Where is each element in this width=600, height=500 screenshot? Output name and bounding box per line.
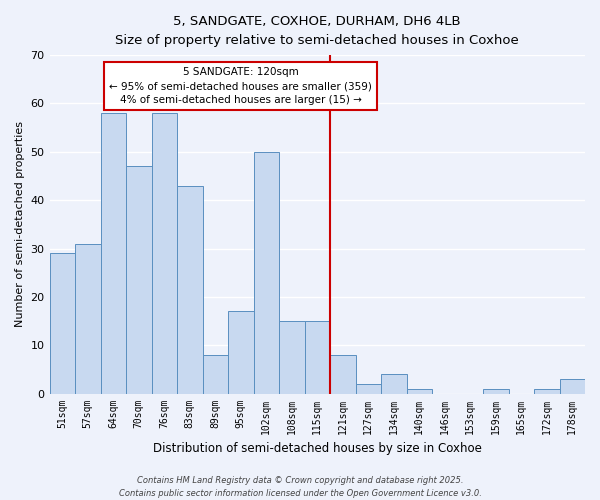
Bar	[75, 244, 101, 394]
Bar	[356, 384, 381, 394]
Bar	[279, 321, 305, 394]
Bar	[50, 254, 75, 394]
Bar	[305, 321, 330, 394]
Bar	[483, 388, 509, 394]
X-axis label: Distribution of semi-detached houses by size in Coxhoe: Distribution of semi-detached houses by …	[153, 442, 482, 455]
Bar	[101, 113, 126, 394]
Title: 5, SANDGATE, COXHOE, DURHAM, DH6 4LB
Size of property relative to semi-detached : 5, SANDGATE, COXHOE, DURHAM, DH6 4LB Siz…	[115, 15, 519, 47]
Bar	[228, 312, 254, 394]
Bar	[203, 355, 228, 394]
Bar	[254, 152, 279, 394]
Bar	[126, 166, 152, 394]
Bar	[534, 388, 560, 394]
Bar	[560, 379, 585, 394]
Bar	[177, 186, 203, 394]
Bar	[152, 113, 177, 394]
Text: 5 SANDGATE: 120sqm
← 95% of semi-detached houses are smaller (359)
4% of semi-de: 5 SANDGATE: 120sqm ← 95% of semi-detache…	[109, 67, 372, 105]
Text: Contains HM Land Registry data © Crown copyright and database right 2025.
Contai: Contains HM Land Registry data © Crown c…	[119, 476, 481, 498]
Bar	[381, 374, 407, 394]
Bar	[407, 388, 432, 394]
Y-axis label: Number of semi-detached properties: Number of semi-detached properties	[15, 122, 25, 328]
Bar	[330, 355, 356, 394]
